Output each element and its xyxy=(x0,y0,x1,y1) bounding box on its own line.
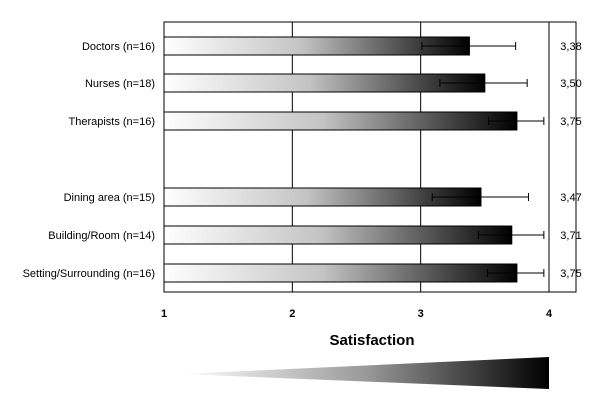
value-label: 3,75 xyxy=(560,268,581,280)
x-tick-label: 3 xyxy=(418,308,424,320)
value-label: 3,47 xyxy=(560,192,581,204)
satisfaction-gradient-wedge xyxy=(181,357,549,389)
bar xyxy=(163,263,518,283)
category-label: Building/Room (n=14) xyxy=(48,230,155,242)
x-tick-label: 2 xyxy=(289,308,295,320)
x-axis-label: Satisfaction xyxy=(329,332,414,349)
category-label: Doctors (n=16) xyxy=(82,41,155,53)
bars xyxy=(163,36,518,283)
plot-frame xyxy=(163,21,577,293)
bar xyxy=(163,111,518,131)
x-tick-label: 1 xyxy=(161,308,167,320)
value-label: 3,50 xyxy=(560,78,581,90)
x-tick-labels: 1 2 3 4 xyxy=(161,308,553,320)
category-label: Dining area (n=15) xyxy=(64,192,155,204)
category-label: Nurses (n=18) xyxy=(85,78,155,90)
error-bars xyxy=(421,42,545,277)
value-label: 3,75 xyxy=(560,116,581,128)
category-label: Therapists (n=16) xyxy=(68,116,155,128)
value-label: 3,38 xyxy=(560,41,581,53)
gridlines xyxy=(291,22,422,292)
value-labels: 3,38 3,50 3,75 3,47 3,71 3,75 xyxy=(560,41,581,280)
category-label: Setting/Surrounding (n=16) xyxy=(23,268,155,280)
category-labels: Doctors (n=16) Nurses (n=18) Therapists (n… xyxy=(23,41,155,280)
bar xyxy=(163,225,513,245)
value-label: 3,71 xyxy=(560,230,581,242)
x-tick-label: 4 xyxy=(546,308,553,320)
bar xyxy=(163,73,486,93)
